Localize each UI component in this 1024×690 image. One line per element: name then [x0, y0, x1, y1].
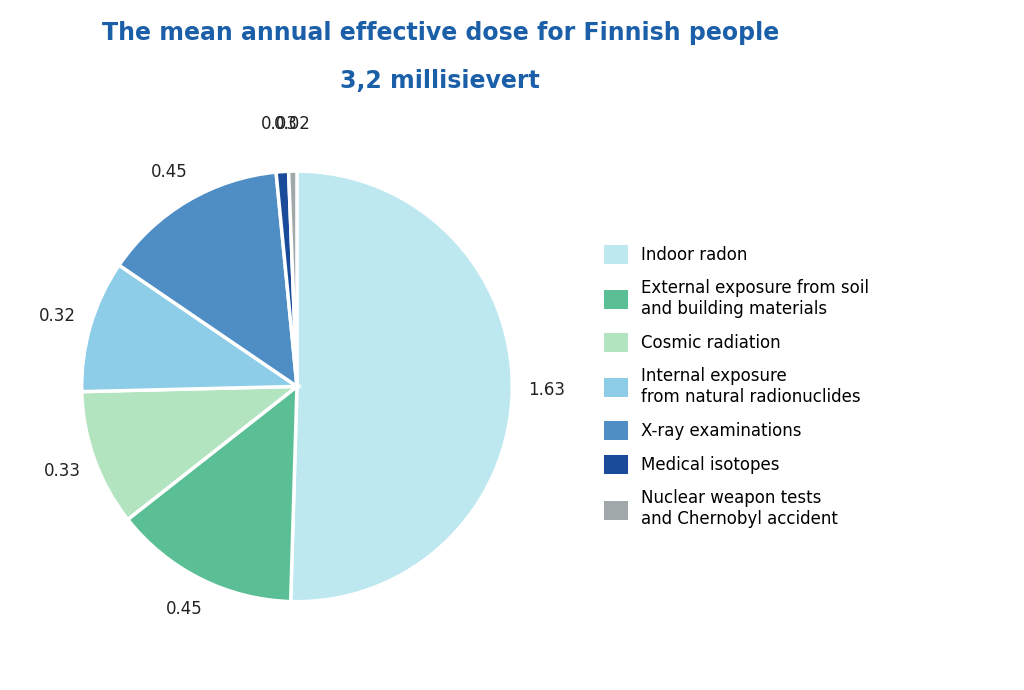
Wedge shape — [119, 172, 297, 386]
Legend: Indoor radon, External exposure from soil
and building materials, Cosmic radiati: Indoor radon, External exposure from soi… — [604, 245, 869, 528]
Text: 0.03: 0.03 — [261, 115, 298, 133]
Wedge shape — [128, 386, 297, 602]
Wedge shape — [276, 171, 297, 386]
Text: 3,2 millisievert: 3,2 millisievert — [340, 69, 541, 93]
Wedge shape — [82, 265, 297, 392]
Text: 1.63: 1.63 — [528, 381, 565, 399]
Wedge shape — [291, 171, 512, 602]
Text: 0.45: 0.45 — [166, 600, 203, 618]
Text: The mean annual effective dose for Finnish people: The mean annual effective dose for Finni… — [101, 21, 779, 45]
Wedge shape — [289, 171, 297, 386]
Text: 0.32: 0.32 — [39, 307, 76, 325]
Text: 0.33: 0.33 — [43, 462, 81, 480]
Wedge shape — [82, 386, 297, 520]
Text: 0.45: 0.45 — [152, 163, 188, 181]
Text: 0.02: 0.02 — [273, 115, 310, 132]
